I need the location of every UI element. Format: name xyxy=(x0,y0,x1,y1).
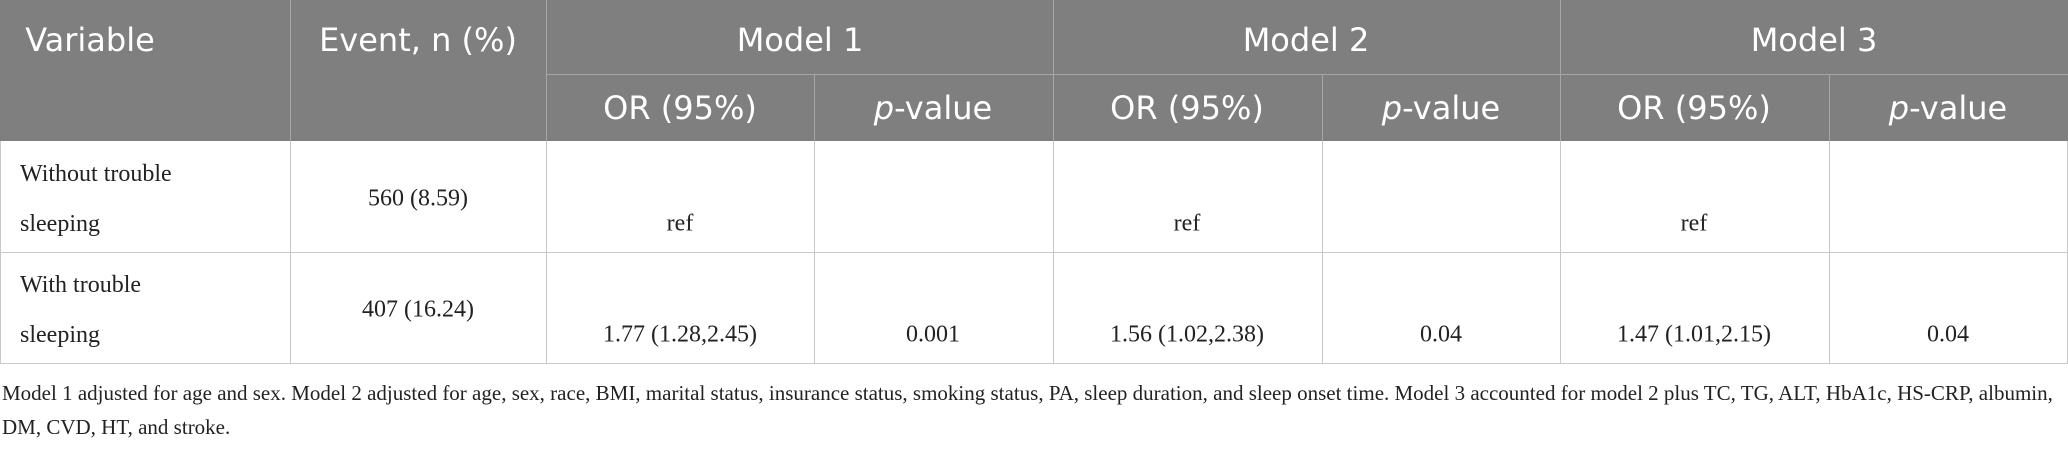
header-divider xyxy=(1322,74,1323,141)
col-divider xyxy=(1829,141,1830,364)
cell: 1.47 (1.01,2.15) xyxy=(1617,321,1771,348)
header-cell: p-value xyxy=(1382,89,1500,127)
header-divider xyxy=(1829,74,1830,141)
col-divider xyxy=(814,141,815,364)
header-divider xyxy=(546,0,547,141)
cell: ref xyxy=(1680,210,1708,237)
col-divider xyxy=(546,141,547,364)
header-background xyxy=(0,0,2068,141)
header-divider xyxy=(546,74,2068,75)
cell: 0.04 xyxy=(1927,321,1969,348)
cell: 1.77 (1.28,2.45) xyxy=(603,321,757,348)
col-divider xyxy=(1560,141,1561,364)
cell: 407 (16.24) xyxy=(362,296,474,323)
footnote: Model 1 adjusted for age and sex. Model … xyxy=(2,381,2053,439)
cell: 0.04 xyxy=(1420,321,1462,348)
cell: 560 (8.59) xyxy=(368,185,468,212)
header-divider xyxy=(1560,0,1561,141)
col-divider xyxy=(1322,141,1323,364)
cell: 1.56 (1.02,2.38) xyxy=(1110,321,1264,348)
p-rest: -value xyxy=(1909,89,2008,127)
row-divider xyxy=(0,363,2068,364)
header-cell: Model 1 xyxy=(736,21,864,59)
header-cell: Event, n (%) xyxy=(319,21,517,59)
header-divider xyxy=(814,74,815,141)
header-cell: Model 3 xyxy=(1750,21,1878,59)
row-label: With trouble sleeping xyxy=(20,272,142,348)
p-rest: -value xyxy=(894,89,993,127)
col-divider xyxy=(290,141,291,364)
italic-p: p xyxy=(873,89,895,127)
p-rest: -value xyxy=(1402,89,1501,127)
italic-p: p xyxy=(1888,89,1910,127)
cell: ref xyxy=(666,210,694,237)
header-cell: Variable xyxy=(25,21,155,59)
header-divider xyxy=(1053,0,1054,141)
header-cell: OR (95%) xyxy=(1617,89,1771,127)
header-divider xyxy=(290,0,291,141)
cell: 0.001 xyxy=(906,321,960,348)
header-cell: p-value xyxy=(874,89,992,127)
header-cell: OR (95%) xyxy=(603,89,757,127)
row-label: Without trouble sleeping xyxy=(20,161,172,237)
header-cell: OR (95%) xyxy=(1110,89,1264,127)
cell: ref xyxy=(1173,210,1201,237)
header-cell: p-value xyxy=(1889,89,2007,127)
col-divider xyxy=(0,141,1,364)
col-divider xyxy=(1053,141,1054,364)
row-divider xyxy=(0,252,2068,253)
header-cell: Model 2 xyxy=(1242,21,1370,59)
italic-p: p xyxy=(1381,89,1403,127)
